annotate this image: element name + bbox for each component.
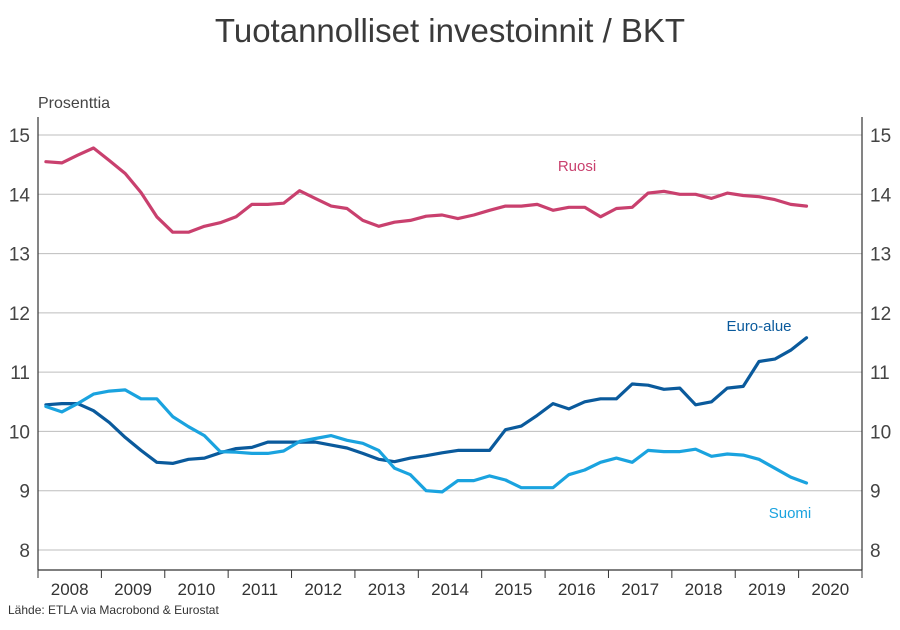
y-tick-label-right: 15 xyxy=(870,126,891,147)
series-label-ruosi: Ruosi xyxy=(558,158,596,175)
y-tick-label-right: 14 xyxy=(870,185,892,206)
y-tick-label-left: 10 xyxy=(9,422,30,443)
x-tick-label: 2013 xyxy=(368,580,406,599)
x-tick-label: 2016 xyxy=(558,580,596,599)
y-tick-label-left: 11 xyxy=(10,363,30,384)
x-tick-label: 2017 xyxy=(621,580,659,599)
y-tick-label-right: 11 xyxy=(870,363,890,384)
series-line-euro-alue xyxy=(44,336,809,465)
y-tick-label-left: 15 xyxy=(9,126,30,147)
x-tick-label: 2008 xyxy=(51,580,89,599)
x-tick-label: 2011 xyxy=(242,580,279,599)
x-tick-label: 2014 xyxy=(431,580,469,599)
x-tick-label: 2018 xyxy=(685,580,723,599)
x-tick-label: 2009 xyxy=(114,580,152,599)
x-tick-label: 2015 xyxy=(494,580,532,599)
y-tick-label-left: 9 xyxy=(19,482,30,503)
series-label-euro-alue: Euro-alue xyxy=(726,318,791,335)
y-tick-label-right: 13 xyxy=(870,245,891,266)
y-tick-label-left: 14 xyxy=(9,185,31,206)
y-tick-label-left: 13 xyxy=(9,245,30,266)
x-tick-label: 2020 xyxy=(811,580,849,599)
source-note: Lähde: ETLA via Macrobond & Eurostat xyxy=(8,603,219,617)
y-tick-label-right: 8 xyxy=(870,541,881,562)
series-label-suomi: Suomi xyxy=(769,505,812,522)
y-tick-label-right: 12 xyxy=(870,304,891,325)
y-tick-label-right: 10 xyxy=(870,422,891,443)
y-tick-label-left: 8 xyxy=(19,541,30,562)
chart-title: Tuotannolliset investoinnit / BKT xyxy=(214,12,686,49)
series-line-ruosi xyxy=(44,146,809,234)
x-tick-label: 2019 xyxy=(748,580,786,599)
y-tick-label-left: 12 xyxy=(9,304,30,325)
y-tick-label-right: 9 xyxy=(870,482,881,503)
y-axis-unit-label: Prosenttia xyxy=(38,95,111,112)
x-tick-label: 2010 xyxy=(178,580,216,599)
x-tick-label: 2012 xyxy=(304,580,342,599)
series-line-suomi xyxy=(44,388,809,494)
